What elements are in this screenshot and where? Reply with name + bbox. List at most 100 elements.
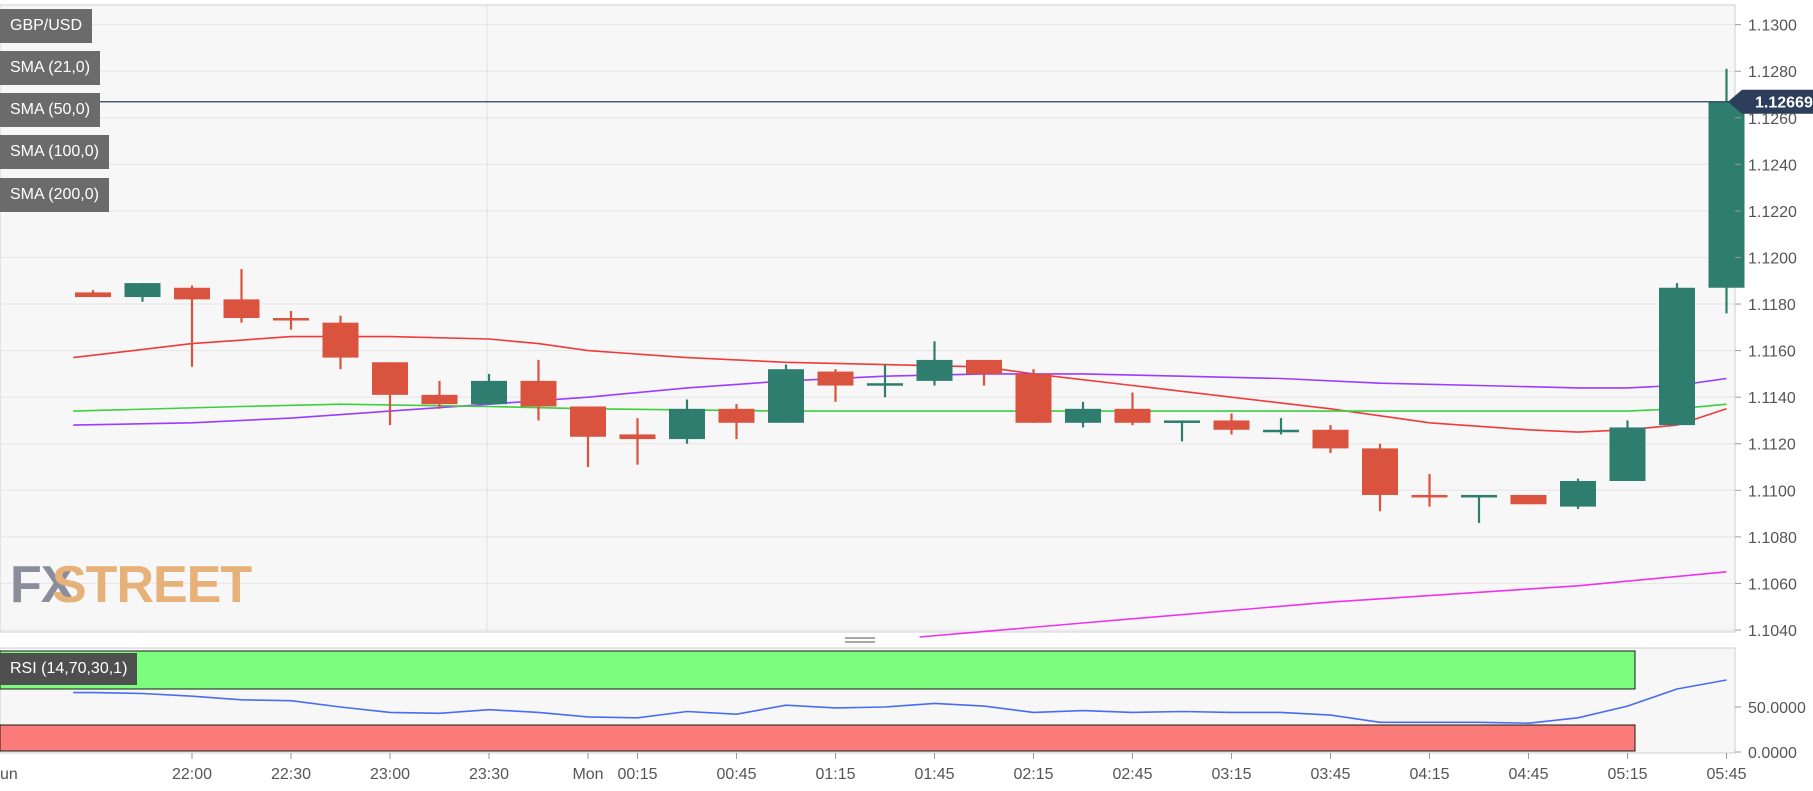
candle[interactable] xyxy=(768,364,804,423)
time-tick-label: Mon xyxy=(572,766,603,783)
time-tick-label: 22:30 xyxy=(271,766,311,783)
candle[interactable] xyxy=(966,359,1002,386)
candle[interactable] xyxy=(322,315,359,370)
candle[interactable] xyxy=(223,269,260,323)
time-tick-label: 23:00 xyxy=(370,766,410,783)
candle[interactable] xyxy=(1411,474,1448,507)
symbol-tag[interactable]: GBP/USD xyxy=(0,9,93,43)
candle[interactable] xyxy=(471,373,507,405)
price-tick-label: 1.1140 xyxy=(1748,390,1796,407)
rsi-tick-label: 0.0000 xyxy=(1748,745,1797,762)
candle-body xyxy=(421,394,458,405)
time-tick-label: 04:45 xyxy=(1508,766,1548,783)
candle[interactable] xyxy=(1510,494,1547,505)
sma-100-tag[interactable]: SMA (100,0) xyxy=(0,135,109,169)
sma-50-tag[interactable]: SMA (50,0) xyxy=(0,93,101,127)
price-tick-label: 1.1180 xyxy=(1748,297,1796,314)
price-panel[interactable] xyxy=(0,4,1736,633)
time-tick-label: 03:15 xyxy=(1211,766,1251,783)
candle-body xyxy=(1114,408,1151,423)
price-tick-label: 1.1200 xyxy=(1748,250,1797,267)
time-tick-label: 03:45 xyxy=(1310,766,1350,783)
candle[interactable] xyxy=(1065,401,1101,428)
candle-body xyxy=(817,371,854,386)
candle-body xyxy=(1510,494,1547,505)
overbought-zone xyxy=(0,650,1636,690)
candle[interactable] xyxy=(1362,443,1398,512)
panel-resize-handle[interactable] xyxy=(845,637,875,643)
candle[interactable] xyxy=(669,399,705,444)
candle-body xyxy=(520,380,557,407)
candle-body xyxy=(1461,494,1497,498)
candle[interactable] xyxy=(273,311,309,330)
time-tick-label: 05:45 xyxy=(1706,766,1746,783)
candle[interactable] xyxy=(75,290,111,298)
candle[interactable] xyxy=(1461,494,1497,523)
candle[interactable] xyxy=(1263,418,1299,435)
price-tick-label: 1.1240 xyxy=(1748,157,1797,174)
candle[interactable] xyxy=(1708,68,1745,314)
candle[interactable] xyxy=(718,404,755,440)
candle[interactable] xyxy=(1659,283,1695,426)
rsi-axis[interactable]: 50.0000 0.0000 xyxy=(1735,700,1806,762)
time-tick-label: 22:00 xyxy=(172,766,212,783)
rsi-tag[interactable]: RSI (14,70,30,1) xyxy=(0,653,138,685)
sma-200-tag[interactable]: SMA (200,0) xyxy=(0,178,109,212)
candle[interactable] xyxy=(174,285,210,367)
candle[interactable] xyxy=(1164,420,1200,442)
candle[interactable] xyxy=(1560,478,1596,509)
candle-body xyxy=(916,359,953,381)
candle[interactable] xyxy=(916,341,953,386)
price-tick-label: 1.1080 xyxy=(1748,530,1797,547)
candle-body xyxy=(619,434,656,440)
candle-body xyxy=(1362,448,1398,495)
candle-body xyxy=(1312,429,1349,449)
candle-body xyxy=(372,362,408,395)
candle-body xyxy=(768,369,804,423)
candle-body xyxy=(570,406,606,437)
logo-fx: FX xyxy=(10,556,76,614)
candle[interactable] xyxy=(1312,425,1349,454)
candle[interactable] xyxy=(619,418,656,465)
candle[interactable] xyxy=(1114,392,1151,426)
time-tick-label: 01:45 xyxy=(914,766,954,783)
candle[interactable] xyxy=(520,359,557,421)
candle-body xyxy=(1213,420,1250,430)
candle[interactable] xyxy=(867,364,903,398)
price-tick-label: 1.1280 xyxy=(1748,64,1797,81)
candle[interactable] xyxy=(817,369,854,402)
candle-body xyxy=(75,292,111,298)
candle[interactable] xyxy=(1609,420,1646,481)
price-tick-label: 1.1060 xyxy=(1748,576,1797,593)
candle-body xyxy=(669,408,705,440)
time-tick-label: 00:45 xyxy=(716,766,756,783)
price-axis[interactable]: 1.1300 1.1280 1.1260 1.1240 1.1220 1.1200 1.11… xyxy=(1735,18,1797,640)
time-tick-label: 02:15 xyxy=(1013,766,1053,783)
oversold-zone xyxy=(0,724,1636,752)
candle[interactable] xyxy=(1213,413,1250,435)
current-price-label: 1.12669 xyxy=(1755,95,1813,112)
candle-body xyxy=(1164,420,1200,423)
time-tick-label: 23:30 xyxy=(469,766,509,783)
candle-body xyxy=(273,318,309,321)
candle[interactable] xyxy=(124,283,161,302)
candle[interactable] xyxy=(1015,369,1052,423)
candle[interactable] xyxy=(421,380,458,409)
candlesticks xyxy=(75,68,1745,523)
candle[interactable] xyxy=(570,406,606,468)
time-tick-label: 05:15 xyxy=(1607,766,1647,783)
price-tick-label: 1.1100 xyxy=(1748,483,1796,500)
time-tick-label: 00:15 xyxy=(617,766,657,783)
candle-body xyxy=(1560,480,1596,507)
time-axis[interactable]: un 22:00 22:30 23:00 23:30 Mon 00:15 00:45 01:1… xyxy=(0,752,1747,783)
sma-21-tag[interactable]: SMA (21,0) xyxy=(0,51,101,85)
candle-body xyxy=(1065,408,1101,423)
candle-body xyxy=(1609,427,1646,481)
sma-line-4 xyxy=(919,571,1727,638)
candle[interactable] xyxy=(372,362,408,426)
candle-body xyxy=(1263,429,1299,433)
price-tick-label: 1.1120 xyxy=(1748,437,1796,454)
candle-body xyxy=(174,287,210,300)
candle-body xyxy=(322,322,359,358)
